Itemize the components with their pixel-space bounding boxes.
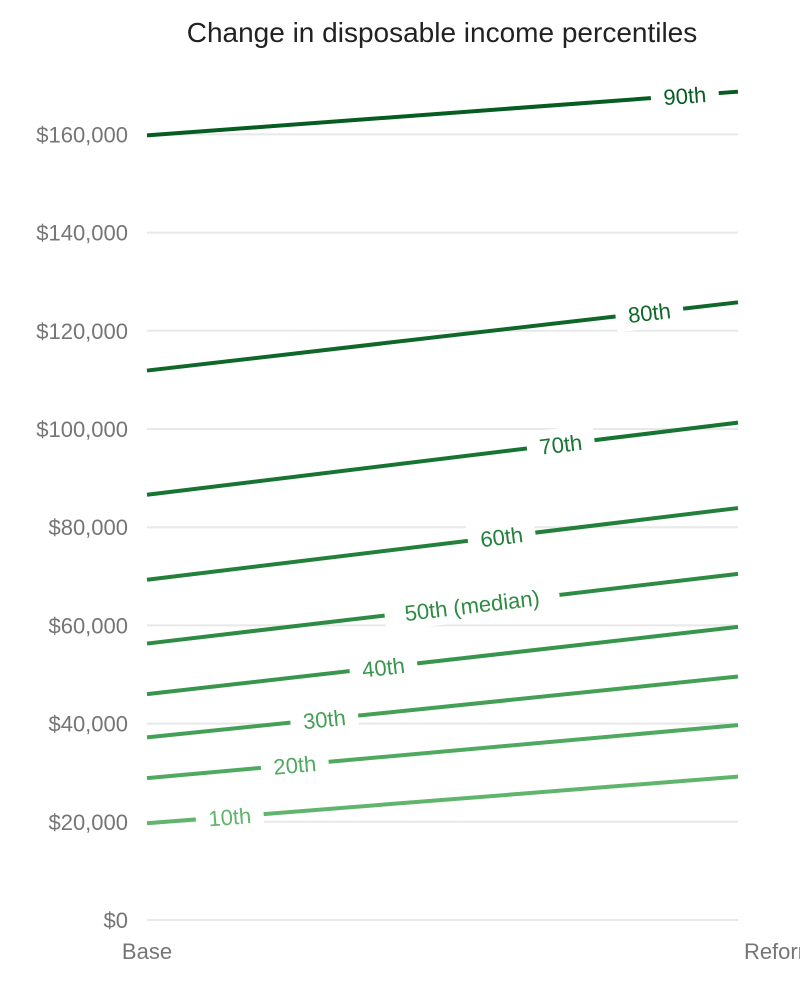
- series-label: 90th: [649, 77, 720, 115]
- label-background: [194, 798, 265, 836]
- label-background: [613, 292, 685, 333]
- y-tick-label: $20,000: [48, 810, 128, 835]
- series-path: [146, 89, 739, 138]
- series-label: 80th: [613, 292, 685, 333]
- series-lines: 10th 20th 30th 40th 50th (median) 60th 70th 80t…: [146, 77, 739, 836]
- series-label: 40th: [347, 647, 419, 687]
- label-background: [649, 77, 720, 115]
- x-axis: Base Reform: [122, 939, 800, 964]
- label-background: [347, 647, 419, 687]
- series-label-text: 60th: [479, 522, 525, 552]
- series-path: [146, 420, 739, 497]
- series-label-text: 70th: [538, 430, 584, 460]
- x-tick-label: Base: [122, 939, 172, 964]
- series-path: [146, 723, 739, 781]
- series-label-text: 20th: [272, 751, 317, 780]
- series-line: 20th: [146, 723, 739, 784]
- series-label: 20th: [259, 745, 331, 784]
- y-tick-label: $0: [104, 908, 128, 933]
- series-line: 30th: [146, 674, 739, 740]
- label-background: [259, 745, 331, 784]
- series-path: [146, 506, 739, 582]
- series-label: 10th: [194, 798, 265, 836]
- series-label-text: 10th: [207, 803, 252, 831]
- series-label-text: 40th: [361, 653, 406, 683]
- series-label: 60th: [465, 516, 538, 557]
- y-tick-label: $100,000: [36, 417, 128, 442]
- y-tick-label: $160,000: [36, 122, 128, 147]
- chart-title: Change in disposable income percentiles: [187, 17, 698, 48]
- series-line: 40th: [146, 624, 739, 697]
- series-line: 90th: [146, 77, 739, 138]
- label-background: [465, 516, 538, 557]
- series-label-text: 90th: [663, 82, 708, 110]
- series-line: 60th: [146, 506, 739, 582]
- series-path: [146, 674, 739, 740]
- label-background: [382, 579, 562, 632]
- x-tick-label: Reform: [744, 939, 800, 964]
- series-line: 10th: [146, 774, 739, 836]
- y-axis: $0 $20,000 $40,000 $60,000 $80,000 $100,000 $1…: [36, 122, 128, 933]
- series-label-text: 30th: [302, 705, 347, 734]
- series-label-text: 80th: [627, 298, 672, 328]
- series-line: 70th: [146, 420, 739, 497]
- series-label: 50th (median): [382, 579, 562, 632]
- y-tick-label: $40,000: [48, 712, 128, 737]
- series-label: 30th: [288, 699, 360, 739]
- label-background: [525, 424, 597, 465]
- label-background: [288, 699, 360, 739]
- y-tick-label: $60,000: [48, 613, 128, 638]
- y-tick-label: $120,000: [36, 319, 128, 344]
- series-label: 70th: [525, 424, 597, 465]
- series-line: 50th (median): [146, 571, 739, 646]
- y-tick-label: $140,000: [36, 221, 128, 246]
- y-tick-label: $80,000: [48, 515, 128, 540]
- series-path: [146, 624, 739, 697]
- series-line: 80th: [146, 292, 739, 373]
